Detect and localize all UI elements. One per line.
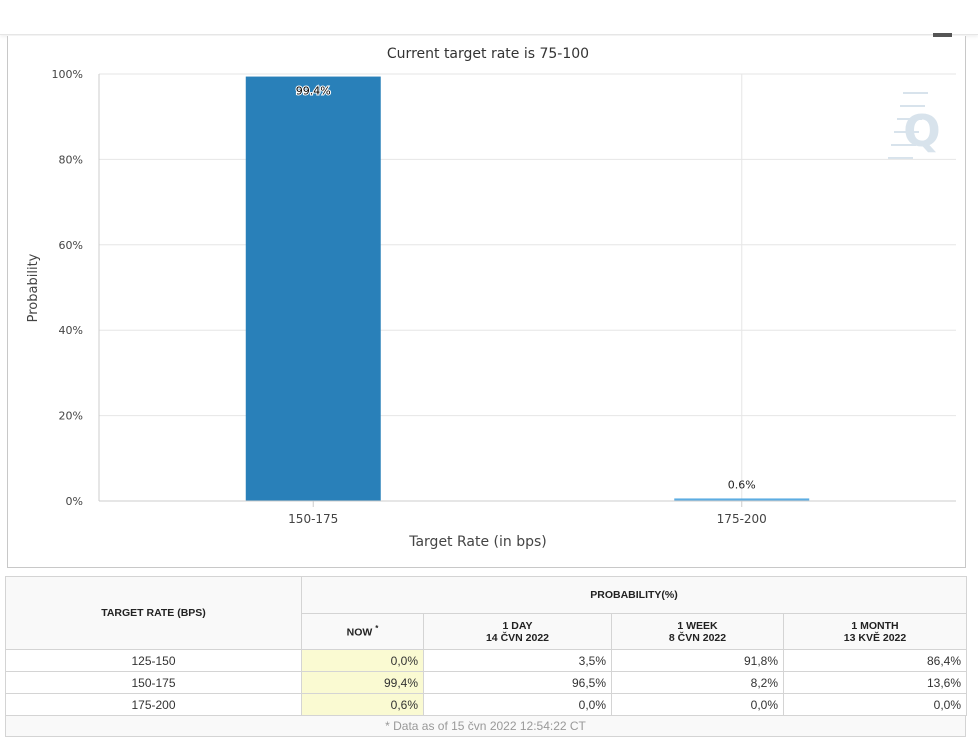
y-tick-label: 20% (59, 410, 83, 423)
header-now: NOW * (301, 613, 424, 650)
chart-bars: 99.4% 0.6% (245, 76, 810, 501)
row-now: 0,0% (301, 649, 424, 672)
y-tick-label: 60% (59, 239, 83, 252)
bar-175-200[interactable] (674, 498, 810, 501)
chart-grid (99, 73, 956, 502)
header-now-mark: * (375, 624, 379, 634)
y-tick-label: 40% (59, 324, 83, 337)
header-1-month: 1 MONTH 13 KVĚ 2022 (783, 613, 967, 650)
header-1-week-date: 8 ČVN 2022 (668, 631, 727, 644)
header-1-day-label: 1 DAY (502, 619, 533, 632)
x-tick-label: 175-200 (717, 512, 767, 526)
row-1-month: 86,4% (783, 649, 967, 672)
table-footnote: * Data as of 15 čvn 2022 12:54:22 CT (5, 716, 966, 737)
row-1-day: 0,0% (423, 693, 612, 716)
top-bar (0, 0, 978, 35)
header-1-month-date: 13 KVĚ 2022 (843, 631, 907, 644)
bar-150-175[interactable] (245, 76, 381, 501)
header-target-rate: TARGET RATE (BPS) (5, 576, 302, 650)
y-tick-label: 80% (59, 153, 83, 166)
row-1-day: 96,5% (423, 671, 612, 694)
row-1-day: 3,5% (423, 649, 612, 672)
header-1-week: 1 WEEK 8 ČVN 2022 (611, 613, 784, 650)
header-1-month-label: 1 MONTH (851, 619, 899, 632)
row-target: 175-200 (5, 693, 302, 716)
row-1-month: 0,0% (783, 693, 967, 716)
y-tick-label: 100% (52, 68, 83, 81)
chart-title: Current target rate is 75-100 (387, 46, 589, 62)
header-probability: PROBABILITY(%) (301, 576, 967, 614)
header-1-day: 1 DAY 14 ČVN 2022 (423, 613, 612, 650)
probability-table: TARGET RATE (BPS) PROBABILITY(%) NOW * 1… (5, 576, 967, 716)
data-label: 99.4% (296, 85, 331, 98)
chart-axes: 0% 20% 40% 60% 80% 100% 150-175 175-200 (52, 68, 956, 526)
table-row: 150-175 99,4% 96,5% 8,2% 13,6% (5, 671, 967, 694)
row-now: 99,4% (301, 671, 424, 694)
row-1-month: 13,6% (783, 671, 967, 694)
row-target: 125-150 (5, 649, 302, 672)
probability-chart: Q 99.4% 0.6% 0% 20% 40% 60% 80% 100% 150-175 175… (26, 46, 956, 550)
row-1-week: 91,8% (611, 649, 784, 672)
table-row: 125-150 0,0% 3,5% 91,8% 86,4% (5, 649, 967, 672)
x-axis-label: Target Rate (in bps) (408, 534, 547, 550)
watermark-logo: Q (888, 92, 941, 159)
header-1-week-label: 1 WEEK (677, 619, 718, 632)
row-target: 150-175 (5, 671, 302, 694)
row-1-week: 0,0% (611, 693, 784, 716)
row-now: 0,6% (301, 693, 424, 716)
chart-menu-icon[interactable] (933, 33, 952, 37)
table-row: 175-200 0,6% 0,0% 0,0% 0,0% (5, 693, 967, 716)
chart-panel: Q 99.4% 0.6% 0% 20% 40% 60% 80% 100% 150-175 175… (7, 36, 966, 568)
y-tick-label: 0% (66, 495, 83, 508)
probability-table-wrap: TARGET RATE (BPS) PROBABILITY(%) NOW * 1… (5, 576, 967, 737)
x-tick-label: 150-175 (288, 512, 338, 526)
header-now-label: NOW (346, 626, 373, 639)
row-1-week: 8,2% (611, 671, 784, 694)
data-label: 0.6% (728, 478, 756, 491)
y-axis-label: Probability (26, 253, 41, 322)
header-1-day-date: 14 ČVN 2022 (485, 631, 550, 644)
